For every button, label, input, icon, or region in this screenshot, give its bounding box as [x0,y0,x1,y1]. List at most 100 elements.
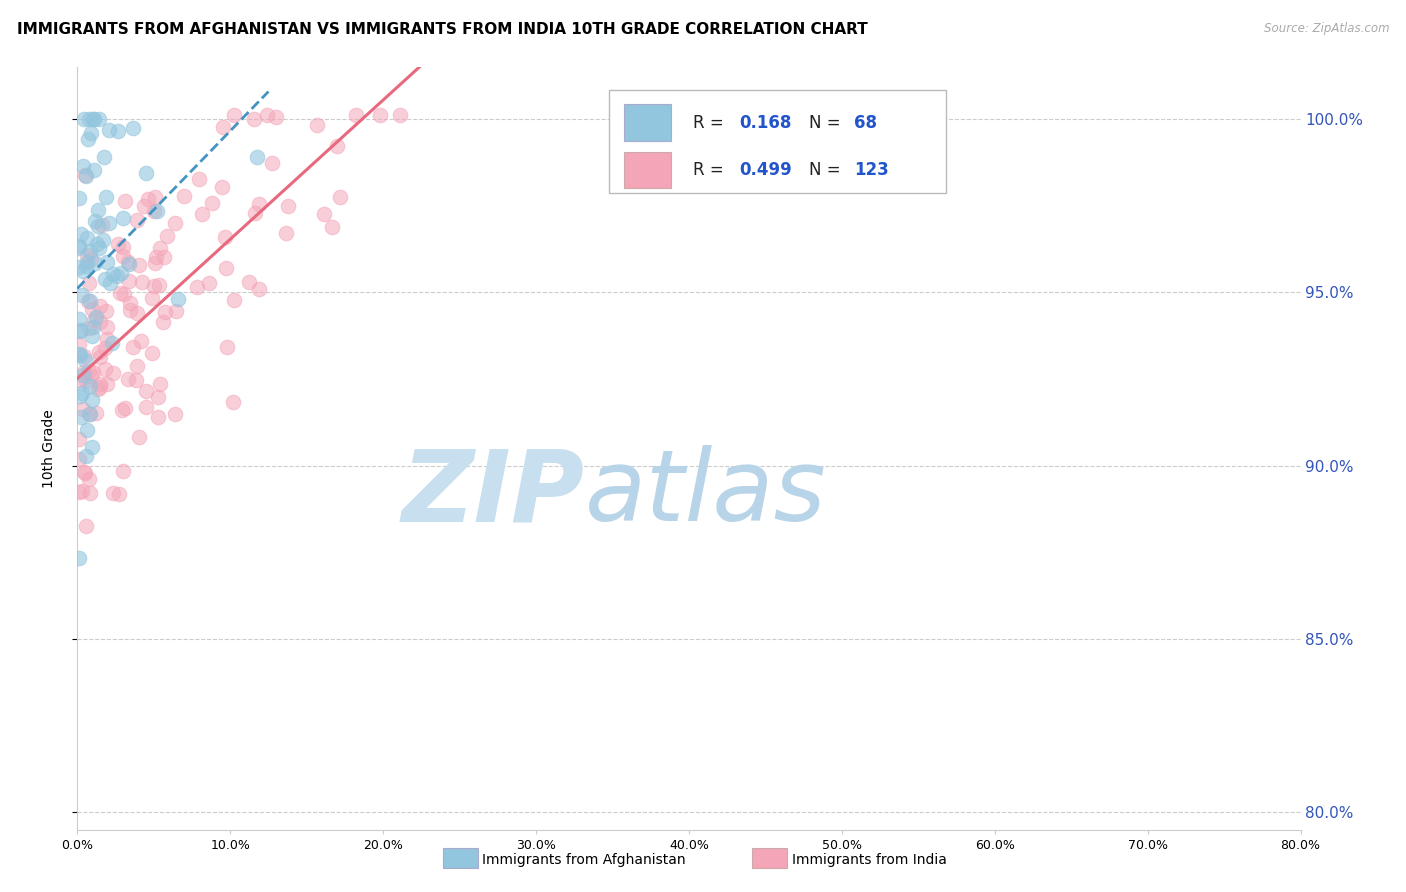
Point [188,172,211,186]
Point [128,258,150,272]
Point [101,486,124,500]
Point [70,385,93,400]
Point [167,292,190,306]
Text: Immigrants from Afghanistan: Immigrants from Afghanistan [482,853,686,867]
Point [94,341,117,355]
Point [141,291,163,305]
Point [70,373,93,387]
Point [69,227,91,241]
Point [67,550,90,565]
Point [215,260,238,275]
Point [111,403,134,417]
Point [79,293,101,308]
Point [72,402,94,417]
Point [80,252,103,266]
Text: atlas: atlas [585,445,827,542]
Point [201,195,224,210]
Point [142,279,165,293]
Point [73,365,96,379]
Point [67,239,90,253]
Point [91,218,114,232]
Point [321,220,343,235]
Point [79,244,101,258]
Point [96,320,118,334]
Point [82,365,104,379]
Point [326,138,349,153]
Point [80,440,103,454]
Point [108,285,131,300]
Point [305,118,328,132]
Point [75,374,97,388]
Point [77,407,100,421]
Point [73,466,96,480]
Point [72,368,94,382]
Point [87,241,110,255]
Point [222,394,245,409]
Point [69,323,91,337]
Point [75,169,97,183]
Point [110,266,132,280]
Point [72,159,94,173]
Point [153,250,176,264]
Point [98,276,121,290]
Point [69,348,91,362]
Point [243,206,266,220]
Point [148,277,170,292]
Point [388,108,411,122]
Point [98,123,121,137]
Point [114,194,136,208]
Point [186,280,208,294]
Point [121,120,143,135]
Point [117,254,139,268]
Text: IMMIGRANTS FROM AFGHANISTAN VS IMMIGRANTS FROM INDIA 10TH GRADE CORRELATION CHAR: IMMIGRANTS FROM AFGHANISTAN VS IMMIGRANT… [17,22,868,37]
Point [149,241,172,255]
Point [262,156,284,170]
Point [247,282,270,296]
Point [173,189,195,203]
Point [211,180,233,194]
Point [80,392,103,407]
Point [77,321,100,335]
Point [153,305,176,319]
Point [69,324,91,338]
Point [94,304,117,318]
Text: R =: R = [693,113,728,132]
Point [125,306,148,320]
Point [111,249,134,263]
Point [72,287,94,301]
Point [89,379,111,393]
Point [67,347,90,361]
Point [67,311,90,326]
Point [75,259,97,273]
Point [89,350,111,364]
Point [238,275,260,289]
Point [89,315,111,329]
Point [132,199,155,213]
Text: Immigrants from India: Immigrants from India [792,853,946,867]
Point [67,484,90,499]
Point [211,120,233,134]
Point [86,237,108,252]
Point [198,277,221,291]
Point [87,383,110,397]
Point [114,401,136,415]
Point [73,465,96,479]
Point [146,390,169,404]
Point [118,295,141,310]
Point [91,233,114,247]
Point [125,213,148,227]
Point [67,452,90,467]
Point [215,340,238,354]
Point [87,202,110,217]
Point [96,332,118,346]
Point [89,345,111,359]
Point [69,388,91,402]
Point [243,112,266,127]
Point [67,241,90,255]
Point [98,215,121,229]
Point [108,487,131,501]
Text: N =: N = [808,113,845,132]
Point [101,335,124,350]
Point [121,340,143,354]
Point [84,407,107,421]
